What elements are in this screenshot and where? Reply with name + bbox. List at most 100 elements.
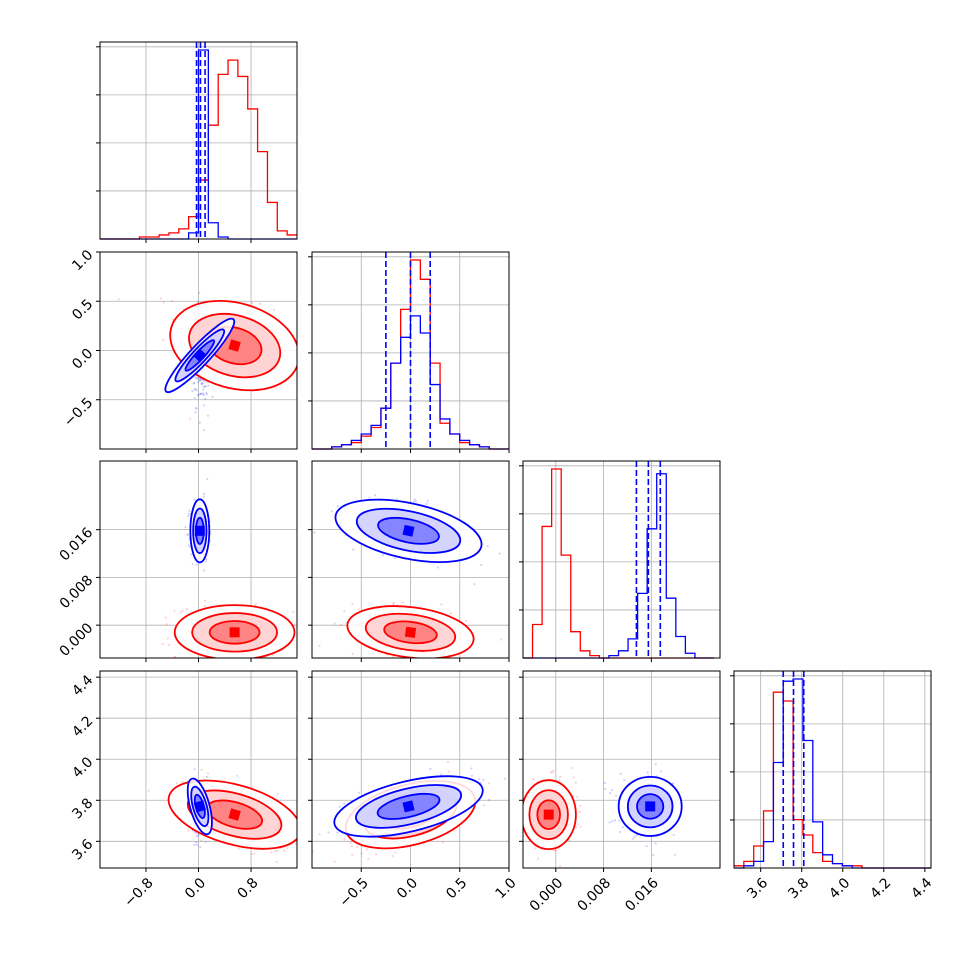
blue-contours [617,775,683,837]
blue-sample-point [194,376,197,379]
red-sample-point [206,772,210,775]
blue-sample-point [204,385,207,388]
pair-plot-content [312,760,506,863]
red-sample-point [578,805,582,808]
blue-sample-point [440,773,443,776]
blue-sample-point [196,381,200,384]
blue-sample-point [203,404,206,407]
blue-contours [333,775,484,838]
blue-sample-point [205,558,208,561]
blue-sample-point [191,563,194,566]
blue-sample-point [186,534,189,537]
blue-sample-point [194,388,197,391]
x-tick-label: 4.4 [908,875,935,902]
blue-sample-point [198,421,201,424]
blue-sample-point [202,385,205,388]
blue-sample-point [395,498,398,501]
red-sample-point [340,623,343,627]
red-sample-point [181,780,184,784]
blue-density-peak [402,800,415,813]
red-sample-point [333,622,336,625]
blue-sample-point [202,393,205,397]
blue-sample-point [652,853,655,857]
blue-sample-point [196,376,199,379]
pair-panel [96,460,298,684]
blue-sample-point [188,509,191,512]
blue-sample-point [633,835,636,838]
red-sample-point [333,860,336,863]
red-sample-point [237,847,240,850]
blue-sample-point [614,819,617,822]
red-sample-point [203,599,206,603]
pair-panel [308,460,510,665]
blue-sample-point [193,768,196,771]
blue-sample-point [413,498,416,501]
red-sample-point [219,682,221,684]
pair-plot-content [313,494,503,665]
blue-sample-point [187,514,190,518]
panel-frame [522,670,721,869]
blue-sample-point [195,841,198,844]
red-density-peak [229,627,240,638]
blue-contours [334,498,483,563]
red-sample-point [171,300,174,303]
panel-frame [311,251,510,450]
red-sample-point [534,847,537,850]
red-sample-point [356,845,359,848]
red-sample-point [572,776,575,779]
red-sample-point [536,857,540,860]
red-density-peak [228,808,241,821]
panel-frame [311,460,510,659]
blue-sample-point [672,833,675,836]
blue-sample-point [619,772,622,775]
red-sample-point [375,853,378,856]
blue-sample-point [195,389,198,392]
red-sample-point [520,809,522,811]
red-sample-point [519,814,521,816]
red-sample-point [549,771,553,774]
blue-sample-point [604,787,607,790]
red-sample-point [559,775,562,779]
blue-sample-point [611,789,614,792]
x-tick-label: 0.016 [622,875,662,915]
red-sample-point [200,839,203,842]
red-sample-point [571,766,574,770]
red-sample-point [579,825,582,828]
blue-sample-point [621,826,624,829]
blue-sample-point [368,496,371,499]
blue-contours [164,317,236,394]
diag-hist-panel [730,670,932,872]
blue-sample-point [473,583,476,586]
blue-sample-point [654,763,657,766]
red-sample-point [343,838,346,841]
red-sample-point [276,792,279,796]
blue-sample-point [330,510,333,513]
red-sample-point [307,837,309,839]
x-tick-label: 0.8 [235,875,262,902]
red-sample-point [162,301,165,304]
blue-sample-point [654,842,657,845]
blue-sample-point [198,378,201,382]
blue-sample-point [414,500,417,503]
red-sample-point [200,768,203,772]
red-sample-point [401,601,404,604]
red-sample-point [441,841,444,844]
x-tick-label: 4.0 [826,875,853,902]
y-tick-label: 0.000 [57,620,97,660]
blue-sample-point [338,805,341,808]
blue-sample-point [199,392,202,396]
y-tick-label: 0.5 [69,296,96,323]
red-contours [173,604,296,658]
red-sample-point [576,796,579,799]
red-sample-point [357,608,360,611]
blue-sample-point [635,834,638,837]
blue-sample-point [498,552,501,555]
pair-plot-content [147,768,309,864]
blue-sample-point [192,382,195,385]
blue-sample-point [486,545,489,548]
red-sample-point [159,297,162,300]
blue-sample-point [609,791,612,795]
red-sample-point [428,663,430,665]
red-sample-point [240,660,242,662]
red-sample-point [161,642,164,645]
